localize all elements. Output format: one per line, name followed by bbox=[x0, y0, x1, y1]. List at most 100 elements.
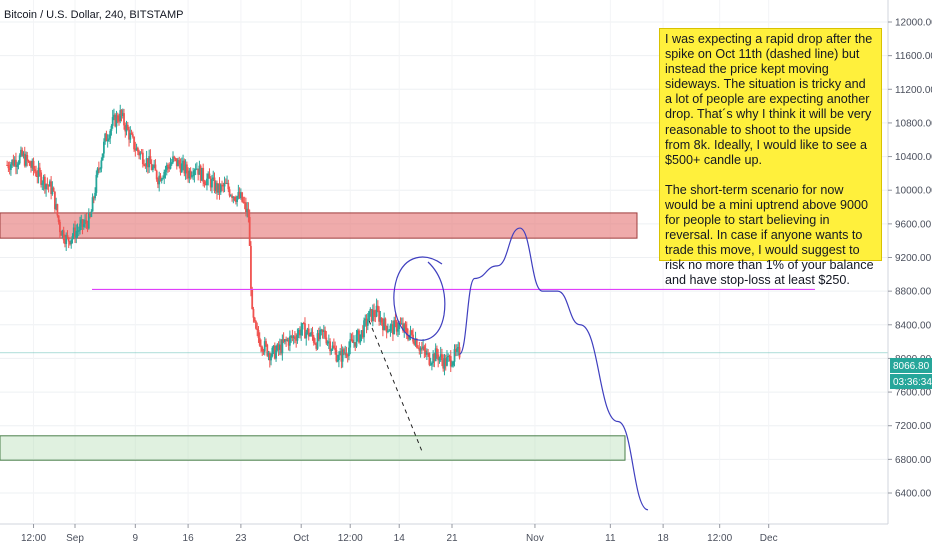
price-tick-label: 8800.00 bbox=[895, 287, 932, 298]
candle-down bbox=[30, 165, 32, 168]
candle-up bbox=[129, 133, 132, 140]
candle-down bbox=[332, 345, 335, 348]
candle-down bbox=[202, 167, 205, 182]
time-tick-label: 14 bbox=[394, 533, 406, 544]
candle-down bbox=[92, 197, 95, 199]
candle-down bbox=[381, 322, 384, 331]
candle-down bbox=[178, 160, 181, 165]
candle-down bbox=[47, 185, 50, 187]
candle-up bbox=[414, 339, 417, 345]
candle-down bbox=[123, 113, 125, 126]
candle-down bbox=[268, 352, 271, 361]
candle-down bbox=[57, 215, 60, 222]
candle-down bbox=[374, 315, 377, 317]
candle-down bbox=[228, 189, 231, 196]
price-tick-label: 9200.00 bbox=[895, 253, 932, 264]
candle-down bbox=[354, 342, 357, 347]
candle-down bbox=[437, 354, 440, 361]
candle-up bbox=[180, 163, 183, 173]
candle-down bbox=[346, 355, 349, 357]
candle-down bbox=[60, 232, 63, 236]
price-axis[interactable]: 12000.00 11600.00 11200.00 10800.00 10400.00… bbox=[887, 0, 932, 550]
candle-down bbox=[183, 160, 186, 174]
candle-down bbox=[277, 344, 280, 350]
candle-up bbox=[278, 344, 281, 350]
candle-down bbox=[415, 339, 418, 348]
candle-down bbox=[280, 344, 282, 354]
candle-up bbox=[99, 168, 102, 170]
candle-up bbox=[217, 183, 220, 193]
candle-up bbox=[75, 231, 78, 239]
candle-up bbox=[275, 350, 277, 359]
candle-down bbox=[227, 183, 230, 190]
candle-down bbox=[146, 158, 149, 168]
candle-down bbox=[38, 167, 41, 173]
candle-up bbox=[443, 358, 446, 369]
candle-up bbox=[87, 213, 90, 229]
candle-down bbox=[436, 348, 438, 355]
time-tick-label: 16 bbox=[183, 533, 195, 544]
candle-down bbox=[257, 330, 260, 338]
candle-down bbox=[52, 187, 55, 192]
candle-down bbox=[216, 182, 218, 193]
candle-down bbox=[258, 337, 261, 346]
candle-up bbox=[363, 320, 365, 338]
candle-down bbox=[304, 323, 306, 339]
candle-down bbox=[175, 158, 178, 167]
candle-up bbox=[387, 330, 389, 333]
candle-down bbox=[324, 330, 326, 338]
candle-up bbox=[371, 310, 374, 321]
candle-up bbox=[207, 173, 210, 179]
candle-down bbox=[444, 358, 447, 366]
candle-down bbox=[155, 170, 158, 180]
candle-up bbox=[104, 133, 107, 142]
candle-down bbox=[197, 168, 200, 175]
time-axis[interactable]: 12:00 Sep 9 16 23 Oct 12:00 14 21 Nov 11 18 12:00 Dec bbox=[0, 523, 888, 550]
candle-down bbox=[247, 208, 250, 218]
candle-down bbox=[417, 347, 419, 349]
candle-up bbox=[90, 211, 93, 217]
grid bbox=[0, 0, 888, 522]
candle-down bbox=[262, 351, 265, 353]
candle-up bbox=[95, 174, 98, 193]
candle-down bbox=[302, 323, 305, 325]
candle-down bbox=[404, 324, 407, 328]
candle-down bbox=[154, 164, 157, 171]
candle-up bbox=[91, 197, 94, 212]
candle-down bbox=[448, 355, 451, 357]
symbol-header: Bitcoin / U.S. Dollar, 240, BITSTAMP bbox=[4, 9, 184, 21]
candle-down bbox=[28, 161, 31, 166]
candle-down bbox=[365, 318, 368, 326]
candle-down bbox=[221, 184, 223, 186]
candle-up bbox=[310, 331, 313, 335]
candle-down bbox=[405, 327, 408, 336]
candle-down bbox=[343, 349, 345, 354]
candle-down bbox=[140, 152, 143, 154]
candle-down bbox=[294, 336, 296, 340]
candle-down bbox=[174, 158, 177, 160]
time-tick-label: 12:00 bbox=[707, 533, 732, 544]
idea-note[interactable]: I was expecting a rapid drop after the s… bbox=[659, 28, 882, 287]
candle-up bbox=[84, 220, 86, 225]
candle-up bbox=[22, 153, 25, 156]
candle-down bbox=[144, 165, 147, 167]
candle-down bbox=[150, 163, 153, 170]
candle-up bbox=[109, 130, 112, 139]
candle-up bbox=[170, 162, 173, 165]
candle-up bbox=[139, 152, 142, 156]
candle-up bbox=[409, 330, 412, 335]
candle-up bbox=[237, 192, 240, 197]
candle-up bbox=[446, 357, 448, 366]
candle-down bbox=[358, 330, 360, 343]
candle-down bbox=[203, 181, 206, 185]
candle-down bbox=[242, 201, 245, 203]
candle-down bbox=[256, 328, 259, 331]
candle-down bbox=[116, 115, 119, 121]
candle-down bbox=[395, 321, 398, 332]
candle-up bbox=[10, 164, 12, 170]
candle-down bbox=[62, 230, 65, 241]
candle-up bbox=[20, 149, 22, 156]
candle-up bbox=[214, 182, 217, 191]
